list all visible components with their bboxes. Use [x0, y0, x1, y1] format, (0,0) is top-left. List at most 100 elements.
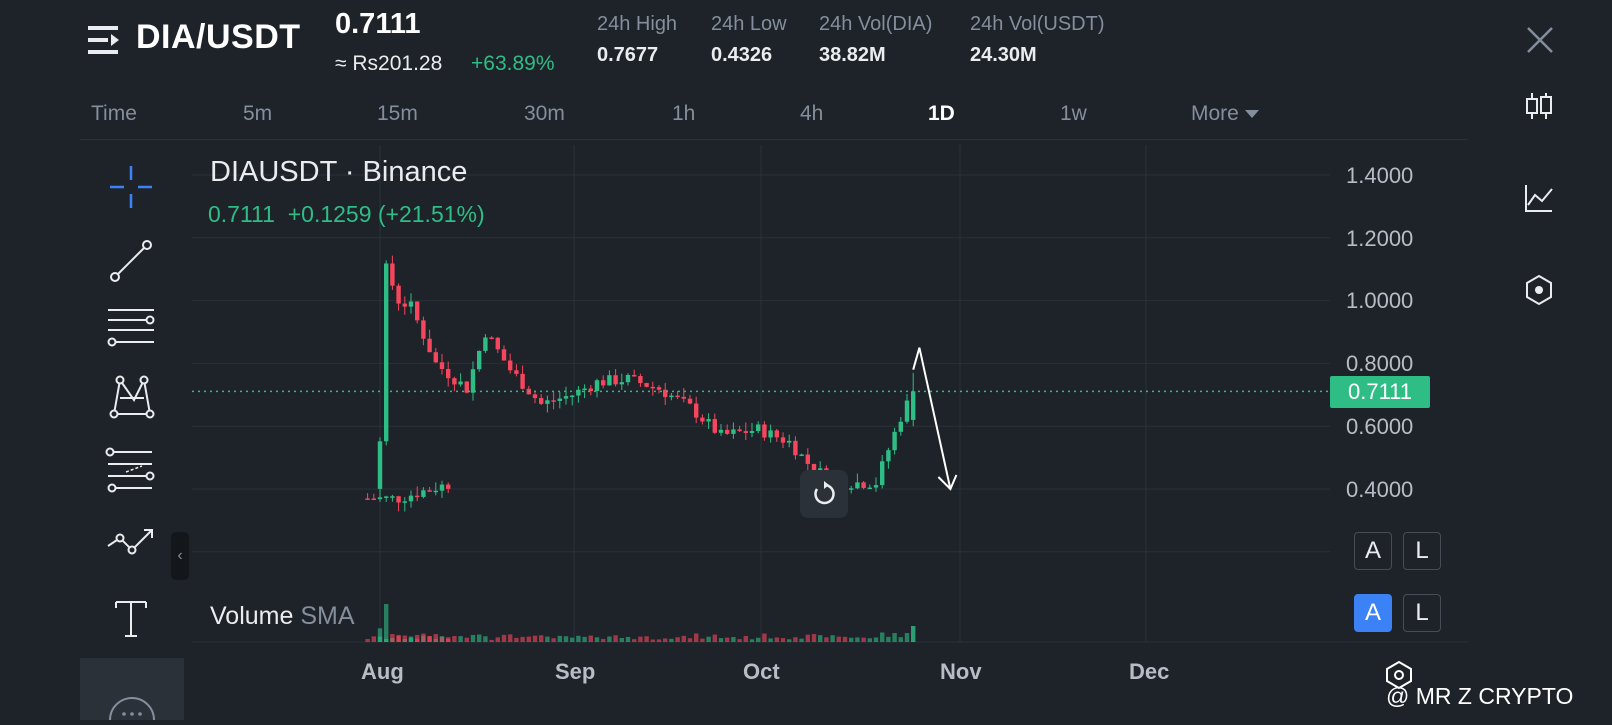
tab-15m[interactable]: 15m — [377, 102, 418, 125]
candle-body — [601, 380, 606, 386]
volume-bar — [681, 635, 686, 642]
volume-bar — [570, 637, 575, 642]
candle-body — [861, 482, 866, 488]
volume-bar — [712, 634, 717, 642]
volume-bar — [625, 636, 631, 642]
volume-bar — [787, 639, 792, 642]
log-scale-button[interactable]: L — [1403, 532, 1441, 570]
trading-pair-title[interactable]: DIA/USDT — [136, 18, 301, 56]
volume-indicator-label[interactable]: Volume SMA — [210, 602, 355, 631]
volume-bar — [861, 637, 866, 642]
candlestick-icon[interactable] — [1522, 89, 1556, 123]
candle-body — [880, 461, 885, 486]
annotation-arrow[interactable] — [912, 347, 952, 490]
volume-bar — [402, 635, 407, 642]
candle-body — [582, 388, 587, 390]
candle-body — [911, 391, 916, 420]
volume-bar — [898, 637, 903, 642]
candle-body — [576, 389, 581, 396]
volume-log-scale-button[interactable]: L — [1403, 594, 1441, 632]
candle-body — [694, 403, 699, 418]
tab-1w[interactable]: 1w — [1060, 102, 1087, 125]
auto-scale-button[interactable]: A — [1354, 532, 1392, 570]
candle-body — [793, 440, 798, 456]
candle-body — [873, 485, 879, 488]
candle-body — [849, 488, 854, 490]
tab-5m[interactable]: 5m — [243, 102, 273, 125]
candle-body — [377, 441, 383, 489]
pattern-icon[interactable] — [104, 374, 158, 428]
volume-bar — [365, 639, 370, 642]
fiat-price: ≈ Rs201.28 — [335, 52, 443, 75]
tab-30m[interactable]: 30m — [524, 102, 565, 125]
ohlc-change: +0.1259 (+21.51%) — [287, 201, 485, 227]
volume-bar — [489, 639, 494, 642]
text-icon[interactable] — [104, 592, 158, 646]
volume-bar — [886, 636, 891, 642]
candle-body — [427, 490, 432, 492]
volume-bar — [421, 633, 426, 642]
fib-icon[interactable] — [104, 446, 158, 500]
volume-bar — [415, 634, 420, 642]
volume-bar — [582, 636, 587, 642]
candle-body — [638, 376, 643, 384]
candle-body — [780, 437, 786, 443]
volume-bar — [520, 636, 525, 642]
volume-auto-scale-button[interactable]: A — [1354, 594, 1392, 632]
tab-more[interactable]: More — [1191, 102, 1259, 126]
stat-value-24h-low: 0.4326 — [711, 44, 773, 66]
candle-body — [774, 430, 779, 438]
more-tools-icon[interactable] — [80, 658, 184, 721]
candle-body — [477, 350, 482, 370]
candle-body — [656, 387, 662, 390]
menu-icon[interactable] — [88, 24, 122, 56]
line-chart-icon[interactable] — [1522, 181, 1556, 215]
caret-down-icon — [1244, 110, 1259, 119]
candle-body — [867, 487, 872, 490]
watermark-text: @ MR Z CRYPTO — [1386, 683, 1574, 709]
polyline-icon[interactable] — [104, 516, 158, 570]
stat-value-24h-vol-dia: 38.82M — [819, 44, 886, 66]
tab-4h[interactable]: 4h — [800, 102, 824, 125]
candle-body — [718, 429, 724, 433]
y-tick-label: 1.0000 — [1346, 288, 1414, 313]
candle-body — [749, 431, 755, 433]
volume-bar — [532, 635, 538, 642]
y-tick-label: 0.8000 — [1346, 351, 1414, 376]
candle-body — [433, 352, 438, 363]
x-tick-label: Sep — [555, 659, 596, 684]
candle-body — [489, 337, 494, 339]
volume-bar — [836, 636, 841, 642]
volume-bar — [756, 637, 761, 642]
tab-time[interactable]: Time — [91, 102, 137, 125]
volume-bar — [774, 637, 779, 642]
last-price-tag: 0.7111 — [1330, 376, 1430, 408]
volume-bar — [892, 633, 897, 642]
candle-body — [570, 395, 575, 398]
stat-label-24h-low: 24h Low — [711, 13, 787, 35]
close-icon[interactable] — [1524, 24, 1556, 56]
toolbar-collapse-button[interactable]: ‹ — [171, 532, 189, 580]
tab-divider — [80, 139, 1468, 140]
indicator-icon[interactable] — [1522, 273, 1556, 307]
candle-body — [396, 496, 401, 503]
volume-bar — [768, 638, 773, 642]
volume-bar — [408, 636, 414, 642]
volume-bar — [427, 635, 432, 642]
tab-1d[interactable]: 1D — [928, 102, 955, 125]
volume-bar — [830, 635, 835, 642]
candle-body — [756, 424, 761, 432]
candle-body — [706, 419, 711, 422]
reset-chart-button[interactable] — [800, 470, 848, 518]
crosshair-icon[interactable] — [104, 160, 158, 214]
candle-body — [687, 398, 693, 404]
volume-bar — [495, 637, 500, 642]
volume-bar — [818, 635, 823, 642]
horizontal-lines-icon[interactable] — [104, 302, 158, 356]
volume-bar — [508, 634, 513, 642]
tab-1h[interactable]: 1h — [672, 102, 696, 125]
volume-bar — [576, 635, 581, 642]
trend-line-icon[interactable] — [104, 234, 158, 288]
candle-body — [470, 369, 476, 393]
candle-body — [545, 400, 550, 404]
